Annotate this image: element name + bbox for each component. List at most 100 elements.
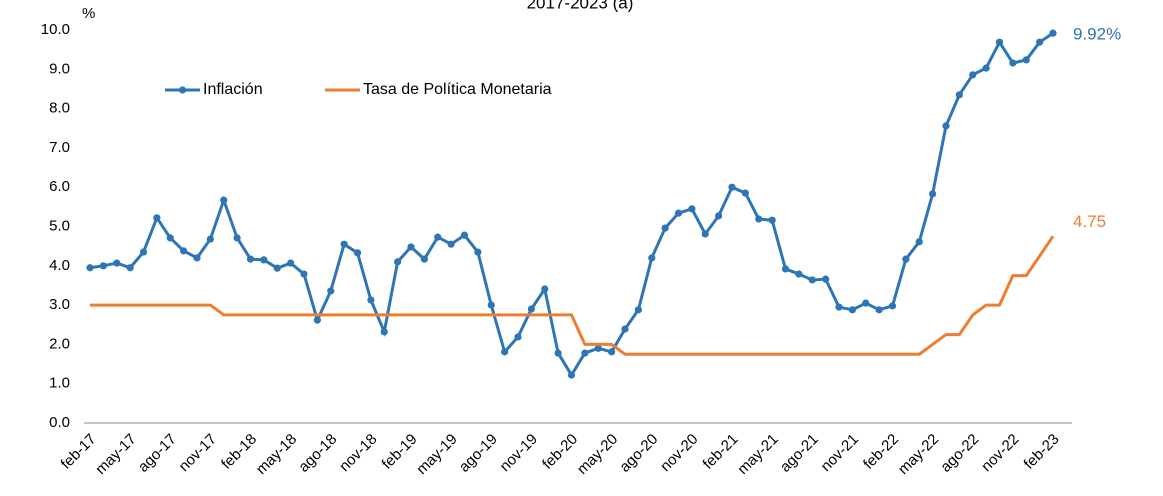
y-tick-label: 9.0	[49, 60, 70, 77]
series-marker	[942, 122, 950, 130]
series-marker	[407, 243, 415, 251]
series-marker	[394, 258, 402, 266]
x-tick-label: may-22	[895, 431, 942, 478]
x-tick-label: nov-19	[497, 431, 541, 475]
series-marker	[554, 349, 562, 357]
series-marker	[755, 215, 763, 223]
x-tick-label: nov-18	[336, 431, 380, 475]
series-marker	[594, 344, 602, 352]
series-marker	[581, 349, 589, 357]
y-tick-label: 8.0	[49, 100, 70, 117]
series-line	[90, 235, 1055, 356]
series-marker	[1036, 38, 1044, 46]
x-tick-label: may-20	[574, 431, 621, 478]
series-marker	[541, 285, 549, 293]
x-tick-label: may-18	[253, 431, 300, 478]
series-marker	[608, 348, 616, 356]
series-marker	[273, 264, 281, 272]
series-marker	[420, 255, 428, 263]
series-marker	[99, 262, 107, 270]
series-marker	[822, 275, 830, 283]
series-marker	[367, 296, 375, 304]
series-marker	[260, 256, 268, 264]
series-marker	[300, 270, 308, 278]
series-marker	[434, 233, 442, 241]
series-marker	[955, 91, 963, 99]
y-tick-label: 6.0	[49, 178, 70, 195]
series-marker	[460, 231, 469, 239]
series-marker	[835, 303, 843, 311]
y-tick-label: 5.0	[49, 217, 70, 234]
series-marker	[287, 259, 295, 267]
series-marker	[848, 306, 856, 314]
y-tick-label: 0.0	[49, 414, 70, 431]
series-marker	[220, 196, 228, 204]
series-marker	[327, 287, 335, 295]
series-marker	[648, 254, 656, 262]
series-marker	[193, 254, 201, 262]
series-marker	[206, 235, 214, 243]
series-marker	[701, 230, 709, 238]
x-tick-label: nov-22	[978, 431, 1022, 475]
series-marker	[166, 234, 174, 242]
series-marker	[875, 306, 883, 314]
x-tick-label: ago-19	[456, 431, 501, 476]
series-marker	[353, 249, 362, 257]
series-marker	[888, 302, 897, 310]
series-marker	[246, 255, 255, 263]
series-marker	[313, 316, 321, 324]
x-tick-label: ago-20	[616, 431, 661, 476]
series-marker	[501, 348, 509, 356]
series-marker	[233, 234, 241, 242]
series-marker	[180, 247, 188, 255]
legend-label: Inflación	[203, 81, 263, 98]
series-marker	[527, 305, 535, 313]
series-marker	[1009, 59, 1017, 67]
series-marker	[1049, 29, 1057, 37]
series-marker	[474, 248, 482, 256]
x-tick-label: ago-21	[777, 431, 822, 476]
series-marker	[487, 301, 495, 309]
series-marker	[380, 328, 388, 336]
series-marker	[139, 248, 148, 256]
x-tick-label: ago-17	[135, 431, 180, 476]
x-tick-label: ago-18	[295, 431, 340, 476]
series-marker	[781, 265, 790, 273]
y-tick-label: 2.0	[49, 335, 70, 352]
x-tick-label: nov-20	[657, 431, 701, 475]
x-tick-label: may-17	[92, 431, 139, 478]
x-tick-label: may-21	[734, 431, 781, 478]
series-marker	[674, 209, 683, 217]
series-marker	[795, 270, 803, 278]
series-marker	[688, 205, 696, 213]
y-tick-label: 1.0	[49, 375, 70, 392]
series-marker	[768, 216, 776, 224]
series-marker	[929, 190, 937, 198]
end-label: 4.75	[1073, 212, 1106, 231]
y-tick-label: 3.0	[49, 296, 70, 313]
end-label: 9.92%	[1073, 25, 1121, 44]
x-tick-label: nov-17	[176, 431, 220, 475]
series-marker	[621, 325, 629, 333]
y-tick-label: 4.0	[49, 257, 70, 274]
series-marker	[153, 214, 161, 222]
x-tick-label: ago-22	[937, 431, 982, 476]
series-marker	[340, 240, 348, 248]
x-tick-label: may-19	[413, 431, 460, 478]
series-marker	[995, 38, 1004, 46]
series-marker	[634, 306, 642, 314]
series-marker	[126, 264, 134, 272]
series-marker	[567, 371, 576, 379]
legend-label: Tasa de Política Monetaria	[363, 81, 552, 98]
series-marker	[447, 240, 455, 248]
legend-marker	[178, 86, 187, 94]
series-marker	[915, 238, 923, 246]
y-tick-label: 7.0	[49, 139, 70, 156]
x-tick-label: feb-23	[1021, 431, 1063, 473]
series-marker	[1022, 56, 1030, 64]
series-marker	[86, 264, 94, 272]
series-marker	[969, 71, 977, 79]
y-tick-label: 10.0	[41, 21, 70, 38]
x-tick-label: nov-21	[818, 431, 862, 475]
